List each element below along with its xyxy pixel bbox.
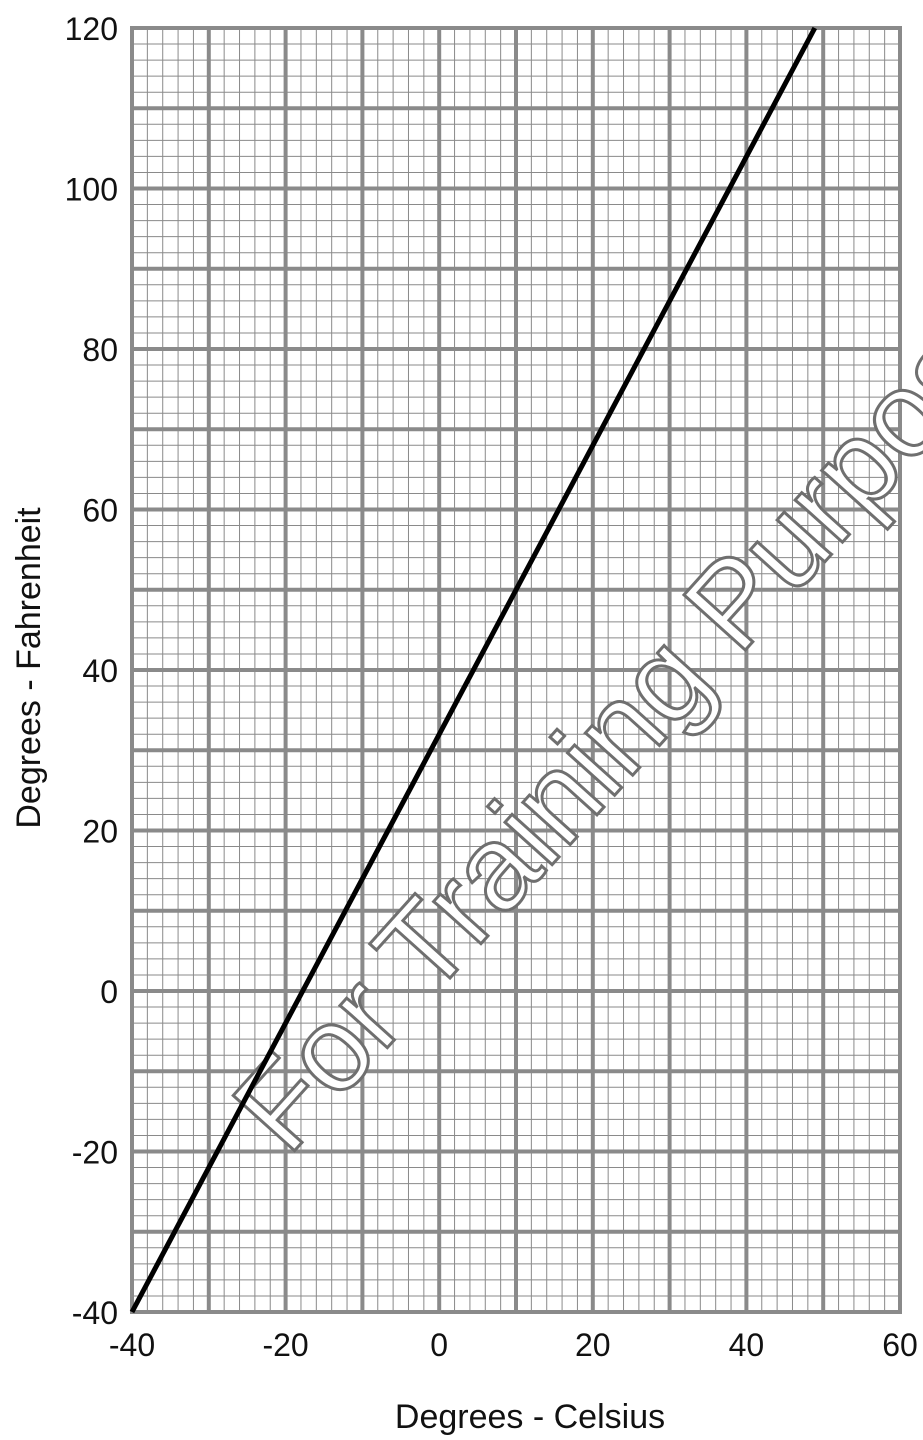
x-axis-label: Degrees - Celsius [395, 1398, 665, 1436]
y-axis-label: Degrees - Fahrenheit [10, 507, 48, 829]
y-tick-label: 80 [82, 332, 118, 368]
x-tick-label: 20 [575, 1327, 611, 1363]
series-line [129, 26, 818, 1314]
y-tick-label: 100 [65, 172, 118, 208]
y-tick-label: 0 [100, 974, 118, 1010]
x-tick-label: 40 [729, 1327, 765, 1363]
x-tick-label: -20 [262, 1327, 308, 1363]
y-tick-label: 40 [82, 653, 118, 689]
x-tick-label: 0 [430, 1327, 448, 1363]
x-tick-label: 60 [882, 1327, 918, 1363]
y-tick-label: 120 [65, 11, 118, 47]
series-group [129, 26, 818, 1314]
y-tick-label: 20 [82, 814, 118, 850]
watermark-text: For Training Purposes [208, 208, 923, 1175]
y-tick-label: 60 [82, 493, 118, 529]
y-tick-label: -40 [72, 1295, 118, 1331]
plot-frame [130, 26, 902, 1314]
tick-labels: -40 -20 0 20 40 60 120 100 80 60 40 20 0 -20 -40 [65, 11, 918, 1363]
grid-major [130, 26, 902, 1314]
x-tick-label: -40 [109, 1327, 155, 1363]
y-tick-label: -20 [72, 1135, 118, 1171]
